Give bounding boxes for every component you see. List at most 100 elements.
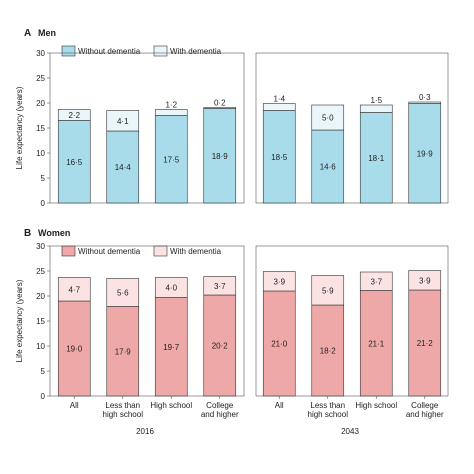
bar-label-without-dementia: 17·9 <box>115 347 132 356</box>
legend-label-without-dementia: Without dementia <box>78 47 141 56</box>
legend-swatch-without-dementia <box>61 45 76 57</box>
x-tick-label: high school <box>103 410 144 419</box>
bar-label-with-dementia: 4·0 <box>165 284 177 293</box>
bar-label-without-dementia: 16·5 <box>66 158 83 167</box>
x-tick-label: Less than <box>105 401 140 410</box>
x-tick-label: All <box>70 401 79 410</box>
y-tick-label: 30 <box>36 242 45 251</box>
plot-frame <box>49 52 245 204</box>
bar-with-dementia <box>311 275 345 306</box>
legend-label-without-dementia: Without dementia <box>78 247 141 256</box>
y-tick-label: 10 <box>36 342 45 351</box>
plot-frame <box>255 52 449 204</box>
bar-without-dementia <box>359 112 393 204</box>
legend-label-with-dementia: With dementia <box>170 47 222 56</box>
bar-with-dementia <box>57 277 91 302</box>
panel-a-title: Men <box>38 28 56 38</box>
x-tick-label: high school <box>308 410 349 419</box>
legend-swatch-with-dementia <box>153 245 168 257</box>
bar-with-dementia <box>154 109 188 116</box>
y-tick-label: 0 <box>41 392 46 401</box>
y-axis-title-men: Life expectancy (years) <box>15 86 24 169</box>
bar-label-with-dementia: 0·3 <box>419 93 431 102</box>
bar-with-dementia <box>262 103 296 111</box>
panel-b-title: Women <box>38 228 70 238</box>
bar-label-without-dementia: 19·0 <box>66 345 83 354</box>
panel-a-legend: Without dementia With dementia <box>61 45 222 57</box>
bar-label-with-dementia: 1·4 <box>273 95 285 104</box>
bar-label-without-dementia: 14·6 <box>320 163 337 172</box>
y-tick-label: 15 <box>36 317 45 326</box>
plot-area: 0 5 10 15 20 25 30 16·5 2·2 14·4 4·1 17·5 1·2 18·9 0·2… <box>36 49 449 419</box>
bar-without-dementia <box>262 290 296 397</box>
bar-label-with-dementia: 5·0 <box>322 114 334 123</box>
x-tick-label: and higher <box>201 410 239 419</box>
y-tick-label: 15 <box>36 124 45 133</box>
bar-with-dementia <box>106 278 140 307</box>
bar-with-dementia <box>57 109 91 121</box>
x-tick-label: High school <box>150 401 192 410</box>
legend-swatch-with-dementia <box>153 45 168 57</box>
bar-label-without-dementia: 18·1 <box>368 154 385 163</box>
bar-without-dementia <box>311 129 345 204</box>
panel-b-letter: B <box>24 228 31 239</box>
bar-without-dementia <box>203 108 237 204</box>
bar-with-dementia <box>359 271 393 291</box>
bar-label-without-dementia: 19·9 <box>417 149 434 158</box>
bar-with-dementia <box>203 276 237 296</box>
bar-with-dementia <box>311 104 345 131</box>
bar-label-with-dementia: 3·7 <box>214 282 226 291</box>
bar-label-without-dementia: 18·5 <box>271 153 288 162</box>
bar-label-with-dementia: 3·9 <box>273 277 285 286</box>
bar-without-dementia <box>106 306 140 397</box>
plot-frame <box>49 245 245 397</box>
bar-with-dementia <box>106 110 140 132</box>
y-tick-label: 20 <box>36 99 45 108</box>
bar-label-with-dementia: 2·2 <box>68 111 80 120</box>
x-tick-label: All <box>275 401 284 410</box>
bar-with-dementia <box>359 104 393 113</box>
bar-without-dementia <box>311 304 345 397</box>
bar-with-dementia <box>408 101 442 104</box>
y-tick-label: 30 <box>36 49 45 58</box>
bar-label-with-dementia: 3·9 <box>419 276 431 285</box>
bar-label-without-dementia: 18·2 <box>320 347 337 356</box>
y-tick-label: 10 <box>36 149 45 158</box>
y-tick-label: 5 <box>41 174 46 183</box>
year-label-2043: 2043 <box>341 427 359 436</box>
y-tick-label: 25 <box>36 74 45 83</box>
plot-frame <box>255 245 449 397</box>
bar-label-without-dementia: 19·7 <box>163 343 180 352</box>
y-tick-label: 20 <box>36 292 45 301</box>
bar-label-with-dementia: 0·2 <box>214 99 226 108</box>
bar-without-dementia <box>106 130 140 204</box>
bar-label-without-dementia: 17·5 <box>163 155 180 164</box>
bar-label-with-dementia: 5·9 <box>322 286 334 295</box>
bar-label-without-dementia: 21·2 <box>417 339 434 348</box>
bar-without-dementia <box>262 110 296 204</box>
y-axis-title-women: Life expectancy (years) <box>15 279 24 362</box>
legend-swatch-without-dementia <box>61 245 76 257</box>
bar-label-with-dementia: 4·7 <box>68 285 80 294</box>
bar-label-without-dementia: 21·0 <box>271 340 288 349</box>
x-tick-label: College <box>206 401 234 410</box>
bar-without-dementia <box>57 120 91 204</box>
bar-label-with-dementia: 3·7 <box>370 277 382 286</box>
y-tick-label: 5 <box>41 367 46 376</box>
bar-label-without-dementia: 18·9 <box>212 152 229 161</box>
x-tick-label: Less than <box>310 401 345 410</box>
bar-without-dementia <box>57 300 91 397</box>
x-tick-label: High school <box>355 401 397 410</box>
bar-with-dementia <box>203 107 237 109</box>
bar-label-with-dementia: 1·2 <box>165 101 177 110</box>
bar-without-dementia <box>408 103 442 204</box>
bar-with-dementia <box>154 277 188 298</box>
y-tick-label: 0 <box>41 199 46 208</box>
x-tick-label: College <box>411 401 439 410</box>
bar-label-with-dementia: 5·6 <box>117 289 129 298</box>
x-tick-label: and higher <box>406 410 444 419</box>
bar-without-dementia <box>408 289 442 397</box>
bar-label-without-dementia: 21·1 <box>368 339 385 348</box>
bar-label-with-dementia: 1·5 <box>370 96 382 105</box>
